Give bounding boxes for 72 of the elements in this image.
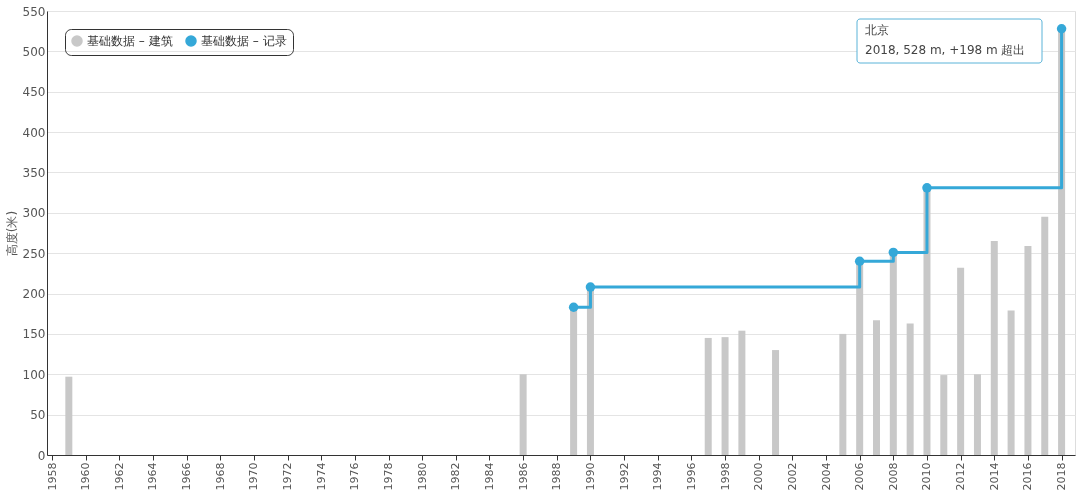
x-tick-label: 1972 <box>281 462 295 491</box>
annotation: 北京 <box>865 23 889 37</box>
y-tick-label: 500 <box>22 44 46 59</box>
bar <box>990 241 998 455</box>
annotation: 2018, 528 m, +198 m 超出 <box>865 43 1026 57</box>
x-tick-label: 1978 <box>382 462 396 491</box>
x-tick-label: 2014 <box>987 462 1001 491</box>
bar <box>957 267 965 455</box>
bar <box>873 320 880 455</box>
y-tick-label: 0 <box>37 448 46 463</box>
y-tick-label: 300 <box>22 206 46 221</box>
point <box>1056 24 1067 34</box>
x-tick-label: 1996 <box>684 462 698 491</box>
y-tick-label: 350 <box>22 165 46 180</box>
bar <box>772 350 780 455</box>
y-tick-label: 200 <box>22 287 46 302</box>
x-tick-label: 1962 <box>112 462 126 491</box>
y-tick-label: 100 <box>22 367 46 382</box>
point <box>888 247 899 258</box>
x-tick-label: 1964 <box>146 462 160 491</box>
y-tick-label: 550 <box>22 4 46 19</box>
bar <box>1024 245 1032 455</box>
legend-label: 基础数据 – 记录 <box>201 34 287 48</box>
x-tick-label: 1982 <box>449 462 463 491</box>
y-tick-label: 400 <box>22 125 46 140</box>
x-tick-label: 1966 <box>180 462 194 491</box>
y-tick-label: 450 <box>22 85 46 100</box>
bar <box>906 323 914 455</box>
bar <box>65 376 73 455</box>
x-tick-label: 1970 <box>247 462 261 491</box>
point <box>922 183 932 193</box>
x-tick-label: 2016 <box>1021 462 1035 491</box>
bar <box>721 337 729 455</box>
bar <box>704 337 712 455</box>
x-tick-label: 1984 <box>482 462 496 491</box>
x-tick-label: 2008 <box>886 462 900 491</box>
y-tick-label: 50 <box>30 408 46 423</box>
x-tick-label: 2004 <box>819 462 833 491</box>
x-tick-label: 2002 <box>785 462 799 491</box>
bar <box>1007 310 1015 455</box>
y-tick-label: 250 <box>22 246 46 261</box>
x-tick-label: 1968 <box>213 462 227 491</box>
x-tick-label: 1994 <box>651 462 665 491</box>
point <box>568 302 579 312</box>
legend-label: 基础数据 – 建筑 <box>87 34 173 48</box>
bar <box>940 375 948 455</box>
x-tick-label: 1986 <box>516 462 530 491</box>
bar <box>889 253 897 455</box>
x-tick-label: 1958 <box>45 462 59 491</box>
x-tick-label: 2012 <box>954 462 968 491</box>
x-tick-label: 2018 <box>1055 462 1069 491</box>
x-tick-label: 2010 <box>920 462 934 491</box>
x-tick-label: 2000 <box>752 462 766 491</box>
y-axis-title: 高度(米) <box>4 210 19 257</box>
x-tick-label: 1990 <box>583 462 597 491</box>
x-tick-label: 1980 <box>415 462 429 491</box>
bar <box>1041 216 1049 455</box>
point <box>854 256 865 266</box>
bar <box>519 374 527 455</box>
x-tick-label: 1988 <box>550 462 564 491</box>
x-tick-label: 1960 <box>79 462 93 491</box>
bar <box>570 308 578 455</box>
bar <box>738 330 746 455</box>
x-tick-label: 1992 <box>617 462 631 491</box>
x-tick-label: 1998 <box>718 462 732 491</box>
x-tick-label: 1976 <box>348 462 362 491</box>
y-tick-label: 150 <box>22 327 46 342</box>
point <box>585 282 596 292</box>
bar <box>973 374 981 455</box>
x-tick-label: 2006 <box>853 462 867 491</box>
x-tick-label: 1974 <box>314 462 328 491</box>
bar <box>839 333 847 455</box>
